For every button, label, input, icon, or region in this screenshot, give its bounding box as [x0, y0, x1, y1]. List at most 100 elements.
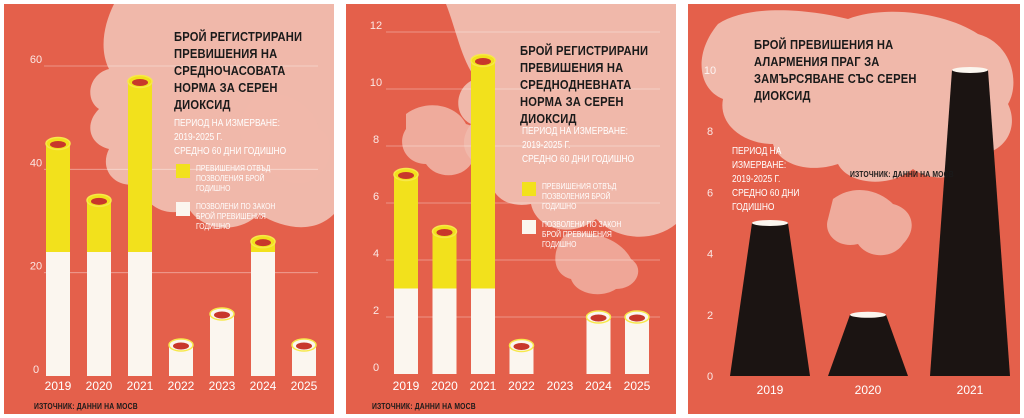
chimney-chart-alarm: 0 2 4 6 8 10 2019 2020 2021	[704, 65, 1010, 397]
smoke-cloud-illustration	[701, 10, 1014, 256]
period-days: средно 60 дни годишно	[522, 153, 635, 165]
legend-label: брой превишения годишно	[196, 212, 266, 231]
y-tick-label: 0	[33, 364, 39, 376]
y-tick-label: 2	[373, 305, 379, 317]
y-tick-label: 8	[707, 126, 713, 138]
bar-exceed-segment	[128, 81, 152, 252]
y-tick-label: 6	[707, 187, 713, 199]
bar-top-opening	[436, 229, 453, 236]
bar-top-opening	[91, 197, 107, 205]
x-tick-label: 2020	[855, 383, 882, 397]
x-tick-label: 2019	[757, 383, 784, 397]
bar-exceed-segment	[394, 174, 418, 289]
bar-top-opening	[513, 343, 530, 350]
legend-swatch-exceed	[176, 164, 190, 178]
legend-swatch-allowed	[522, 220, 536, 234]
bar-allowed-segment	[210, 314, 234, 376]
x-tick-label: 2020	[86, 379, 113, 393]
x-tick-label: 2020	[431, 379, 458, 393]
x-tick-label: 2022	[168, 379, 195, 393]
chart-panel-hourly: 0 20 40 60 2019 2020 2021 2022 2023 2024 2025 Брой…	[4, 4, 334, 414]
bar-top-opening	[132, 79, 148, 86]
period-label: Период на измерване:	[174, 117, 280, 129]
y-tick-label: 20	[30, 261, 42, 273]
x-tick-label: 2023	[547, 379, 574, 393]
x-tick-label: 2024	[250, 379, 277, 393]
bar-top-opening	[398, 172, 414, 179]
x-tick-label: 2022	[508, 379, 535, 393]
period-label: Период на измерване:	[732, 145, 787, 171]
bar-allowed-segment	[471, 288, 495, 374]
y-tick-label: 4	[373, 248, 379, 260]
legend-swatch-exceed	[522, 182, 536, 196]
chimney-top-rim	[752, 220, 788, 226]
legend-swatch-allowed	[176, 202, 190, 216]
bar-top-opening	[50, 141, 66, 148]
bar-top-opening	[214, 311, 230, 319]
legend-label: Превишения отвъд	[196, 164, 271, 173]
chimney-bar	[930, 70, 1010, 376]
x-tick-label: 2019	[45, 379, 72, 393]
legend-label: Превишения отвъд	[542, 182, 617, 191]
measurement-period: Период на измерване: 2019-2025 г. средно…	[174, 116, 310, 158]
bar-top-opening	[173, 342, 189, 350]
measurement-period: Период на измерване: 2019-2025 г. средно…	[732, 144, 836, 214]
period-years: 2019-2025 г.	[522, 139, 571, 151]
bar-exceed-segment	[432, 231, 457, 289]
period-days: средно 60 дни годишно	[732, 187, 800, 213]
x-tick-label: 2023	[209, 379, 236, 393]
x-tick-label: 2021	[470, 379, 497, 393]
bar-allowed-segment	[251, 252, 275, 376]
legend-label: Позволени по закон	[542, 220, 622, 229]
x-tick-label: 2025	[291, 379, 318, 393]
legend-label: позволения брой годишно	[542, 192, 611, 211]
legend-item-allowed: Позволени по закон брой превишения годишн…	[176, 202, 316, 232]
chart-panel-daily: 0 2 4 6 8 10 12 2019 2020 2021 2022 2023 2024 2025 Бр…	[346, 4, 676, 414]
bar-allowed-segment	[46, 252, 70, 376]
y-tick-label: 0	[707, 371, 713, 383]
bar-allowed-segment	[586, 317, 611, 374]
y-tick-label: 60	[30, 54, 42, 66]
legend-label: Позволени по закон	[196, 202, 276, 211]
chart-panel-alarm: 0 2 4 6 8 10 2019 2020 2021 Брой превишения на а…	[688, 4, 1020, 414]
smoke-cloud-illustration	[402, 4, 676, 295]
y-tick-label: 2	[707, 310, 713, 322]
legend-label: брой превишения годишно	[542, 230, 612, 249]
bar-allowed-segment	[87, 252, 111, 376]
chart-title: Брой превишения на алармения праг за зам…	[754, 37, 917, 103]
bar-exceed-segment	[46, 143, 70, 252]
bar-top-opening	[590, 314, 607, 322]
period-days: средно 60 дни годишно	[174, 145, 287, 157]
chimney-bar	[828, 314, 908, 376]
measurement-period: Период на измерване: 2019-2025 г. средно…	[522, 124, 658, 166]
y-tick-label: 0	[373, 362, 379, 374]
x-tick-label: 2021	[127, 379, 154, 393]
y-tick-label: 10	[370, 77, 382, 89]
y-tick-label: 40	[30, 157, 42, 169]
x-tick-label: 2021	[957, 383, 984, 397]
legend-label: позволения брой годишно	[196, 174, 265, 193]
chimney-top-rim	[850, 311, 886, 318]
bar-chart-daily: 0 2 4 6 8 10 12 2019 2020 2021 2022 2023 2024 2025	[370, 20, 660, 393]
bar-chart-hourly: 0 20 40 60 2019 2020 2021 2022 2023 2024 2025	[30, 54, 318, 393]
y-tick-label: 6	[373, 191, 379, 203]
source-note: Източник: данни на МОСВ	[34, 402, 138, 411]
chimney-bar	[730, 223, 810, 376]
source-note: Източник: данни на МОСВ	[850, 170, 954, 179]
chart-title: Брой регистрирани превишения на средноча…	[174, 29, 303, 112]
legend: Превишения отвъд позволения брой годишно …	[522, 182, 662, 258]
y-tick-label: 12	[370, 20, 382, 32]
period-label: Период на измерване:	[522, 125, 628, 137]
legend-item-exceed: Превишения отвъд позволения брой годишно	[176, 164, 316, 194]
chart-title: Брой регистрирани превишения на среднодн…	[520, 43, 649, 126]
bar-allowed-segment	[128, 252, 152, 376]
legend-item-exceed: Превишения отвъд позволения брой годишно	[522, 182, 662, 212]
bar-allowed-segment	[394, 288, 418, 374]
bar-top-opening	[255, 239, 271, 247]
bar-exceed-segment	[471, 60, 495, 289]
y-tick-label: 8	[373, 134, 379, 146]
source-note: Източник: данни на МОСВ	[372, 402, 476, 411]
legend-item-allowed: Позволени по закон брой превишения годишн…	[522, 220, 662, 250]
x-tick-label: 2019	[393, 379, 420, 393]
chimney-top-rim	[952, 67, 988, 73]
